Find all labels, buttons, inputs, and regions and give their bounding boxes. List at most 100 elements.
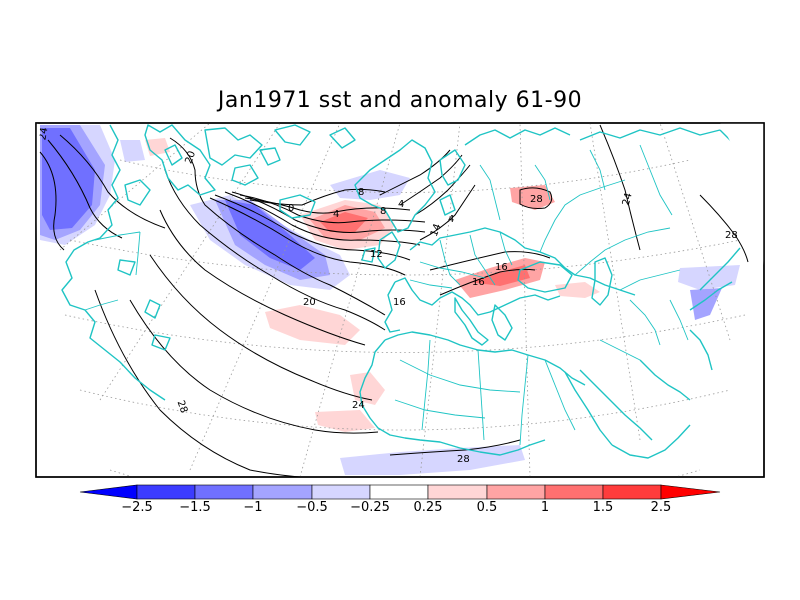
border-line xyxy=(409,279,453,289)
coastline xyxy=(689,281,733,311)
border-line xyxy=(599,339,641,361)
coastline xyxy=(439,149,466,186)
coastline xyxy=(144,299,161,319)
contour-line xyxy=(389,439,521,456)
colorbar-bin xyxy=(544,484,604,500)
colorbar-tick-label: −0.25 xyxy=(350,500,390,515)
colorbar-bin xyxy=(602,484,662,500)
border-line xyxy=(421,339,431,431)
contour-label: 20 xyxy=(183,150,198,166)
coastline xyxy=(454,297,489,346)
coastline xyxy=(439,194,456,216)
border-line xyxy=(477,349,485,441)
coastline xyxy=(384,281,401,333)
contour-label: 28 xyxy=(725,230,738,241)
contour-line xyxy=(699,194,749,263)
colorbar-bin xyxy=(252,484,313,500)
anomaly-patch xyxy=(330,170,410,200)
longitude-line xyxy=(189,123,341,471)
colorbar-tick-label: 1 xyxy=(540,500,550,515)
longitude-line xyxy=(659,123,731,341)
contour-line xyxy=(47,139,123,239)
contour-label: 14 xyxy=(429,222,444,238)
latitude-line xyxy=(69,239,741,276)
contour-label: 16 xyxy=(393,297,406,308)
border-line xyxy=(539,179,626,253)
projection-mask xyxy=(36,123,40,300)
coastline xyxy=(464,127,571,146)
colorbar-bin xyxy=(660,484,721,500)
contour-line xyxy=(429,251,551,271)
anomaly-patch xyxy=(315,410,375,432)
border-line xyxy=(534,164,551,201)
longitude-line xyxy=(99,123,281,401)
colorbar-tick-label: −0.5 xyxy=(296,500,328,515)
contour-label: 12 xyxy=(370,249,383,260)
latitude-line xyxy=(64,314,746,353)
border-line xyxy=(419,261,486,279)
contour-label: 24 xyxy=(37,127,50,141)
colorbar-bin xyxy=(194,484,254,500)
contour-label: 20 xyxy=(303,297,316,308)
longitude-line xyxy=(519,123,531,477)
contour-line xyxy=(439,268,536,296)
colorbar-tick-label: 1.5 xyxy=(592,500,614,515)
border-line xyxy=(394,399,486,419)
anomaly-patch xyxy=(690,288,722,320)
coastline xyxy=(639,359,691,401)
colorbar-tick-label: 0.25 xyxy=(413,500,443,515)
border-line xyxy=(574,227,671,276)
coastline xyxy=(579,127,721,141)
contour-line xyxy=(231,191,426,233)
contour-label: 28 xyxy=(457,454,470,465)
coastline xyxy=(689,329,713,371)
coastline xyxy=(354,139,436,233)
coastline xyxy=(579,369,653,441)
border-line xyxy=(479,164,501,221)
contour-line xyxy=(224,191,421,246)
colorbar-bin xyxy=(79,484,138,500)
contour-label: 4 xyxy=(333,209,339,220)
contour-line xyxy=(39,151,65,251)
border-line xyxy=(94,231,141,241)
contour-label: 4 xyxy=(448,214,454,225)
coastline xyxy=(377,231,401,269)
colorbar-tick-label: 0.5 xyxy=(476,500,498,515)
longitude-line xyxy=(419,123,461,477)
colorbar-bin xyxy=(136,484,196,500)
graticule xyxy=(59,123,746,477)
contour-label: 16 xyxy=(472,277,485,288)
contour-label: 8 xyxy=(380,206,386,217)
colorbar-bin xyxy=(311,484,371,500)
contour-line xyxy=(519,187,553,209)
coastline xyxy=(564,371,613,446)
contour-label: 28 xyxy=(530,194,543,205)
colorbar-bin xyxy=(486,484,546,500)
coastline xyxy=(61,124,166,401)
contour-line xyxy=(599,124,641,251)
coastline xyxy=(231,164,259,186)
colorbar-tick-label: −1.5 xyxy=(179,500,211,515)
contour-label: 4 xyxy=(398,199,404,210)
contour-line xyxy=(419,184,476,241)
coastline xyxy=(329,127,356,149)
contour-label: 24 xyxy=(352,400,365,411)
coastline xyxy=(459,439,546,456)
coastline xyxy=(124,179,151,206)
anomaly-patch xyxy=(510,185,555,210)
anomaly-patch xyxy=(340,445,525,475)
longitude-line xyxy=(59,123,211,251)
coastline xyxy=(279,194,316,219)
border-line xyxy=(439,239,461,286)
contour-line xyxy=(214,194,411,261)
coastline xyxy=(204,127,263,166)
negative-anomaly-shading xyxy=(40,125,740,475)
contour-line xyxy=(164,169,386,331)
contour-line xyxy=(59,134,166,229)
coastline xyxy=(384,331,586,386)
longitude-line xyxy=(299,123,401,477)
map-frame-border xyxy=(35,122,765,478)
border-line xyxy=(399,359,521,393)
contour-line xyxy=(414,164,471,216)
